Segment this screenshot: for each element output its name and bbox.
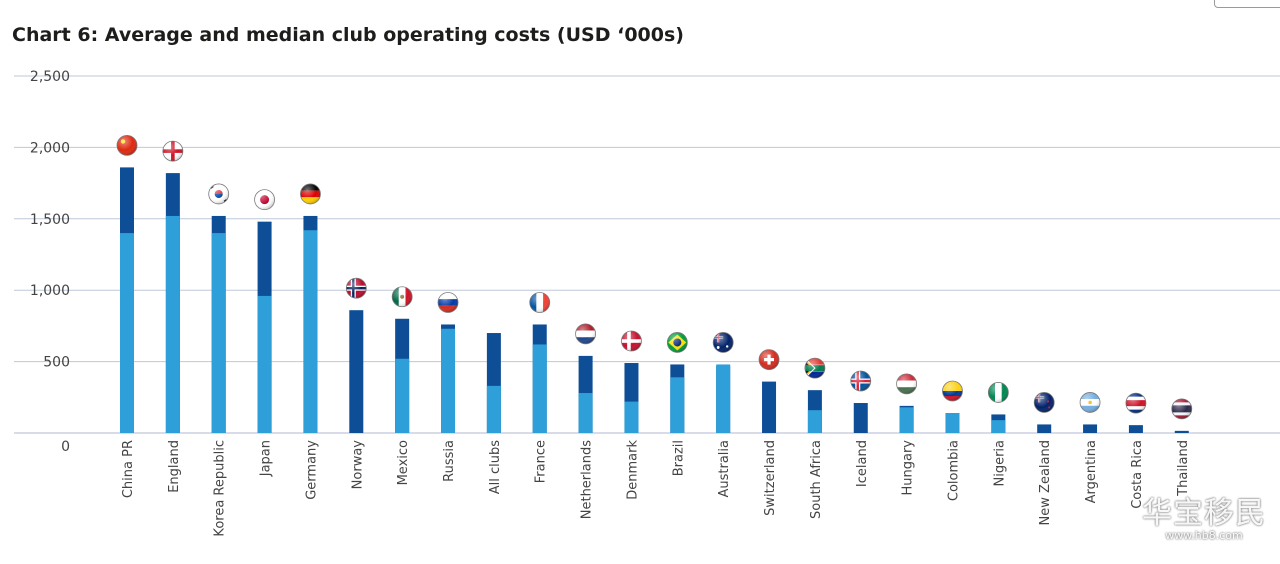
- bar-dark: [1083, 424, 1098, 433]
- x-tick-label: Switzerland: [763, 440, 778, 516]
- watermark: 华宝移民 www.hb8.com: [1142, 498, 1266, 542]
- bar-dark: [1128, 425, 1143, 433]
- corner-frame: [1214, 0, 1280, 8]
- bar-light: [899, 407, 914, 433]
- switzerland-flag-icon: [758, 349, 780, 370]
- bar-light: [303, 230, 318, 433]
- bar-light: [165, 215, 180, 433]
- x-axis-ticks: China PR England Korea Republic Japan German…: [121, 440, 1191, 537]
- y-tick-label: 2,500: [30, 69, 70, 85]
- bar-light: [670, 377, 685, 433]
- x-tick-label: France: [534, 440, 549, 483]
- x-tick-label: Nigeria: [992, 440, 1007, 487]
- colombia-flag-icon: [942, 380, 963, 402]
- hungary-flag-icon: [896, 373, 918, 395]
- bar-dark: [1174, 430, 1189, 433]
- australia-flag-icon: [712, 332, 734, 353]
- costa-rica-flag-icon: [1125, 392, 1147, 414]
- y-tick-label: 2,000: [30, 140, 70, 156]
- bar-light: [441, 328, 456, 433]
- bar-light: [624, 401, 639, 433]
- y-tick-label: 0: [61, 439, 70, 455]
- bar-light: [578, 393, 593, 433]
- x-tick-label: Korea Republic: [213, 440, 228, 537]
- gridlines: [14, 75, 1280, 434]
- bar-light: [120, 233, 134, 433]
- x-tick-label: Iceland: [855, 440, 870, 487]
- bar-light: [716, 364, 731, 433]
- flags: [116, 134, 1193, 420]
- watermark-main: 华宝移民: [1142, 496, 1266, 531]
- x-tick-label: Argentina: [1084, 440, 1099, 503]
- korea-flag-icon: [208, 183, 230, 205]
- bar-light: [991, 420, 1006, 433]
- x-tick-label: Australia: [717, 440, 732, 498]
- watermark-sub: www.hb8.com: [1165, 529, 1243, 542]
- x-tick-label: Brazil: [671, 440, 686, 476]
- x-tick-label: Norway: [350, 440, 365, 490]
- bar-light: [257, 295, 272, 433]
- bar-dark: [853, 403, 868, 433]
- x-tick-label: Japan: [259, 440, 274, 477]
- y-tick-label: 1,000: [30, 283, 70, 299]
- nigeria-flag-icon: [987, 382, 1009, 403]
- y-axis-ticks: 2,500 2,000 1,500 1,000 500 0: [30, 69, 70, 455]
- england-flag-icon: [162, 140, 184, 162]
- chart-title: Chart 6: Average and median club operati…: [12, 24, 684, 46]
- x-tick-label: South Africa: [809, 440, 824, 519]
- y-tick-label: 500: [43, 355, 70, 371]
- x-tick-label: New Zealand: [1038, 440, 1053, 525]
- bar-light: [532, 344, 547, 433]
- brazil-flag-icon: [666, 332, 688, 353]
- bar-dark: [762, 381, 777, 433]
- mexico-flag-icon: [391, 286, 413, 308]
- bar-light: [395, 358, 410, 433]
- x-tick-label: Colombia: [946, 440, 961, 501]
- south-africa-flag-icon: [804, 357, 826, 379]
- france-flag-icon: [529, 292, 551, 313]
- x-tick-label: China PR: [121, 440, 136, 498]
- bar-light: [945, 413, 960, 433]
- japan-flag-icon: [254, 189, 275, 211]
- russia-flag-icon: [437, 292, 459, 313]
- new-zealand-flag-icon: [1033, 392, 1055, 413]
- x-tick-label: Russia: [442, 440, 457, 482]
- y-tick-label: 1,500: [30, 212, 70, 228]
- x-tick-label: Germany: [304, 440, 319, 500]
- iceland-flag-icon: [850, 370, 872, 392]
- bar-light: [486, 385, 501, 433]
- x-tick-label: Thailand: [1176, 440, 1191, 497]
- bars: [120, 167, 1189, 433]
- x-tick-label: England: [167, 440, 182, 493]
- x-tick-label: Denmark: [625, 440, 640, 500]
- bar-light: [211, 233, 226, 433]
- argentina-flag-icon: [1079, 392, 1101, 413]
- x-tick-label: Mexico: [396, 440, 411, 485]
- norway-flag-icon: [345, 277, 367, 299]
- netherlands-flag-icon: [575, 323, 596, 345]
- x-tick-label: Hungary: [901, 440, 916, 496]
- x-tick-label: Costa Rica: [1130, 440, 1145, 509]
- thailand-flag-icon: [1171, 398, 1193, 420]
- denmark-flag-icon: [621, 330, 642, 352]
- x-tick-label: All clubs: [488, 440, 503, 494]
- bar-dark: [1037, 424, 1052, 433]
- bar-dark: [349, 310, 364, 433]
- bar-light: [807, 410, 822, 433]
- x-tick-label: Netherlands: [580, 440, 595, 519]
- china-flag-icon: [116, 134, 138, 156]
- germany-flag-icon: [300, 183, 321, 205]
